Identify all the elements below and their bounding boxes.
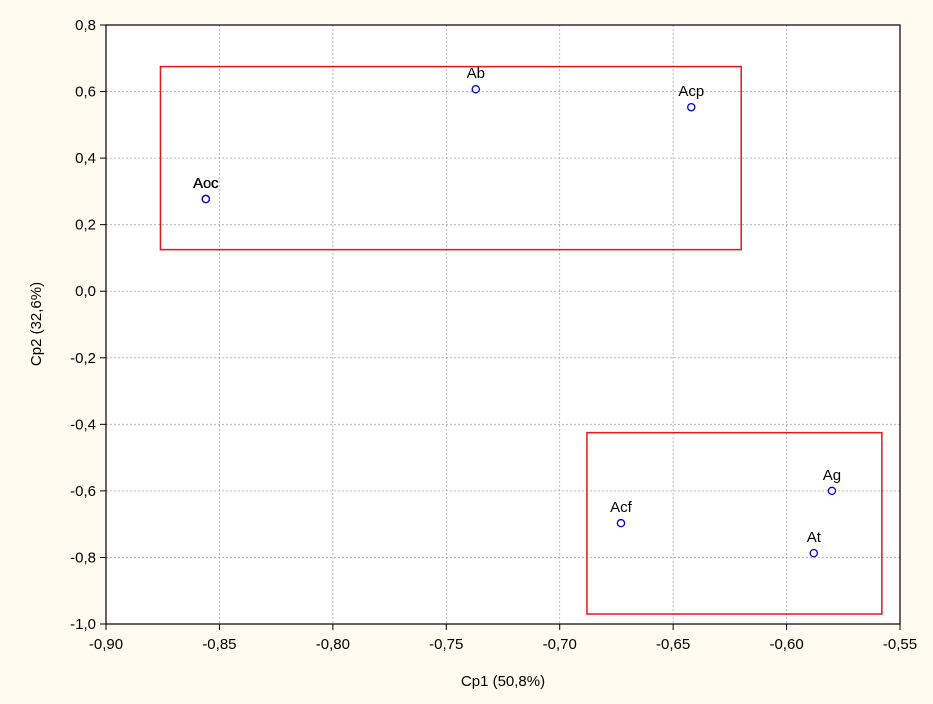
group-boxes [159,65,883,615]
x-tick-label: -0,75 [429,636,463,653]
point-label: Acc [193,175,219,192]
plot-frame [105,24,901,625]
axis-ticks: -0,90 -0,85 -0,80 -0,75 -0,70 -0,65 -0,60 -0,55… [70,17,917,653]
x-tick-label: -0,65 [656,636,690,653]
plot-area [106,25,900,624]
grid-lines [106,25,900,624]
y-tick-label: -1,0 [70,616,96,633]
point-label: Acf [610,499,633,516]
x-tick-label: -0,55 [883,636,917,653]
point-label: Ag [823,467,841,484]
point-label: Ab [467,65,485,82]
point-label: Aoc [193,175,219,192]
data-point [616,518,626,528]
y-tick-label: -0,2 [70,350,96,367]
y-axis-label: Cp2 (32,6%) [28,282,45,366]
data-point [809,548,819,558]
y-tick-label: 0,6 [75,84,96,101]
x-tick-label: -0,90 [89,636,123,653]
data-point [687,102,696,112]
data-point [201,194,211,204]
x-tick-label: -0,60 [769,636,803,653]
x-axis-label: Cp1 (50,8%) [461,673,545,690]
point-label: Acp [678,83,704,100]
y-tick-label: -0,8 [70,549,96,566]
data-point [471,84,481,94]
point-label: At [807,529,822,546]
group-box [586,431,883,615]
x-tick-label: -0,85 [202,636,236,653]
y-tick-label: 0,4 [75,150,96,167]
x-tick-label: -0,80 [316,636,350,653]
y-tick-label: 0,2 [75,217,96,234]
y-tick-label: -0,4 [70,416,96,433]
group-box [159,65,742,251]
data-point [827,486,837,496]
y-tick-label: 0,8 [75,17,96,34]
y-tick-label: 0,0 [75,283,96,300]
x-tick-label: -0,70 [543,636,577,653]
y-tick-label: -0,6 [70,483,96,500]
